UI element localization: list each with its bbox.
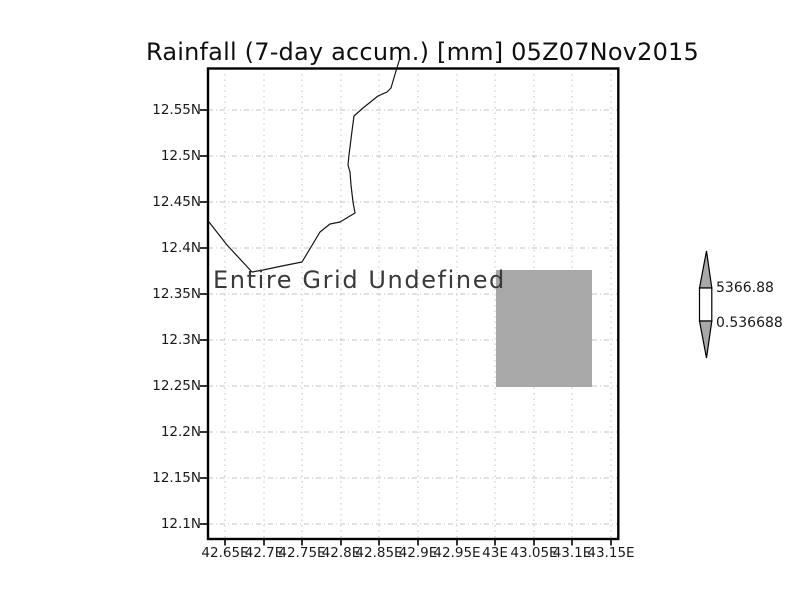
x-tick-label: 43.1E [552,545,592,561]
y-tick-label: 12.45N [152,194,201,210]
coastline [208,57,401,273]
plot-frame [206,67,620,541]
y-tick-label: 12.1N [160,516,201,532]
chart-title: Rainfall (7-day accum.) [mm] 05Z07Nov201… [146,38,699,66]
colorbar-arrow-top [698,250,713,289]
undefined-data-cell [496,270,592,387]
x-tick-label: 42.8E [321,545,361,561]
y-tick-label: 12.2N [160,424,201,440]
colorbar-min-label: 0.536688 [716,315,783,331]
colorbar-arrow-bottom [698,320,713,359]
y-tick-label: 12.55N [152,102,201,118]
y-tick-label: 12.4N [160,240,201,256]
y-tick-label: 12.25N [152,378,201,394]
y-tick-label: 12.15N [152,470,201,486]
x-tick-label: 42.85E [355,545,403,561]
x-tick-label: 43.05E [510,545,558,561]
x-tick-label: 42.75E [278,545,326,561]
x-tick-label: 42.7E [244,545,284,561]
y-tick-label: 12.3N [160,332,201,348]
x-tick-label: 42.9E [398,545,438,561]
x-tick-label: 43E [482,545,508,561]
x-tick-label: 42.95E [433,545,481,561]
colorbar-arrow [698,250,713,359]
gridlines [208,68,619,539]
y-tick-label: 12.35N [152,286,201,302]
y-tick-label: 12.5N [160,148,201,164]
x-tick-label: 42.65E [201,545,249,561]
colorbar-box [698,287,713,322]
x-tick-label: 43.15E [587,545,635,561]
colorbar-max-label: 5366.88 [716,280,774,296]
no-data-message: Entire Grid Undefined [213,266,506,294]
axis-ticks [200,109,612,546]
